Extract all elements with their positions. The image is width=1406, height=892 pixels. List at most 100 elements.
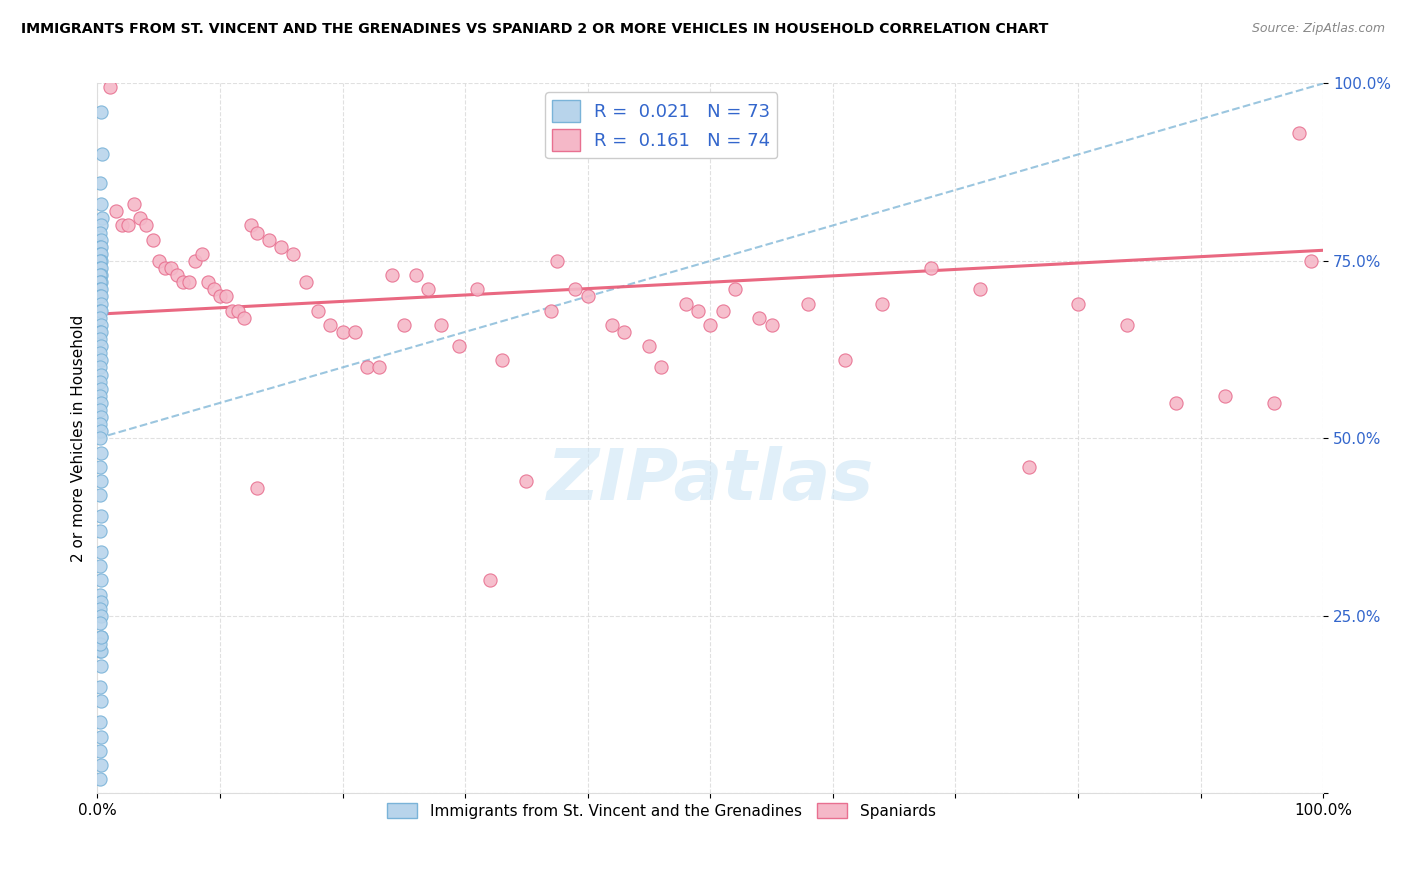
Y-axis label: 2 or more Vehicles in Household: 2 or more Vehicles in Household (72, 315, 86, 562)
Point (239, 219, 262, 233)
Point (89, 325, 111, 339)
Point (283, 247, 305, 261)
Point (89, 431, 111, 445)
Point (90, 275, 112, 289)
Point (638, 339, 661, 353)
Point (1288, 126, 1310, 140)
Point (969, 282, 991, 296)
Point (89, 417, 111, 432)
Point (228, 303, 250, 318)
Point (447, 339, 470, 353)
Point (294, 275, 316, 289)
Text: Source: ZipAtlas.com: Source: ZipAtlas.com (1251, 22, 1385, 36)
Point (356, 360, 378, 375)
Point (1166, 396, 1188, 410)
Point (650, 360, 672, 375)
Point (90, 474, 112, 488)
Point (89, 289, 111, 303)
Point (90, 247, 112, 261)
Point (90, 382, 112, 396)
Point (90, 730, 112, 744)
Point (160, 260, 183, 275)
Point (90, 254, 112, 268)
Point (90, 396, 112, 410)
Point (89, 644, 111, 658)
Point (90, 318, 112, 332)
Point (90, 608, 112, 623)
Point (90, 268, 112, 282)
Point (89, 346, 111, 360)
Point (1067, 296, 1090, 310)
Point (90, 630, 112, 644)
Point (90, 260, 112, 275)
Point (90, 353, 112, 368)
Point (246, 226, 269, 240)
Point (89, 240, 111, 254)
Point (307, 303, 329, 318)
Point (89, 360, 111, 375)
Point (724, 282, 747, 296)
Point (491, 353, 513, 368)
Point (90, 303, 112, 318)
Point (91, 211, 114, 226)
Point (90, 219, 112, 233)
Point (600, 318, 623, 332)
Point (1263, 396, 1285, 410)
Point (90, 595, 112, 609)
Point (90, 282, 112, 296)
Point (90, 630, 112, 644)
Point (564, 282, 586, 296)
Point (90, 509, 112, 524)
Point (89, 524, 111, 538)
Point (343, 325, 366, 339)
Point (546, 254, 568, 268)
Point (166, 268, 188, 282)
Point (215, 289, 238, 303)
Point (89, 247, 111, 261)
Point (90, 545, 112, 559)
Point (90, 325, 112, 339)
Point (89, 254, 111, 268)
Point (90, 368, 112, 382)
Point (172, 275, 194, 289)
Point (540, 303, 562, 318)
Point (122, 197, 145, 211)
Point (91, 147, 114, 161)
Point (141, 233, 163, 247)
Point (89, 389, 111, 403)
Point (90, 410, 112, 425)
Point (208, 289, 231, 303)
Point (89, 715, 111, 730)
Point (1116, 318, 1139, 332)
Point (98, 80, 121, 95)
Point (129, 211, 152, 226)
Point (89, 588, 111, 602)
Point (90, 197, 112, 211)
Point (89, 772, 111, 786)
Point (381, 268, 404, 282)
Point (89, 601, 111, 615)
Point (748, 310, 770, 325)
Point (89, 310, 111, 325)
Point (797, 296, 820, 310)
Point (515, 474, 537, 488)
Point (761, 318, 783, 332)
Point (89, 375, 111, 389)
Point (613, 325, 636, 339)
Point (89, 275, 111, 289)
Point (89, 403, 111, 417)
Point (233, 310, 256, 325)
Point (197, 275, 219, 289)
Point (90, 758, 112, 772)
Point (90, 289, 112, 303)
Point (89, 637, 111, 651)
Point (478, 574, 501, 588)
Point (89, 459, 111, 474)
Point (90, 644, 112, 658)
Point (89, 488, 111, 502)
Point (90, 240, 112, 254)
Point (1018, 459, 1040, 474)
Legend: Immigrants from St. Vincent and the Grenadines, Spaniards: Immigrants from St. Vincent and the Gren… (381, 797, 942, 825)
Point (467, 282, 489, 296)
Point (711, 303, 734, 318)
